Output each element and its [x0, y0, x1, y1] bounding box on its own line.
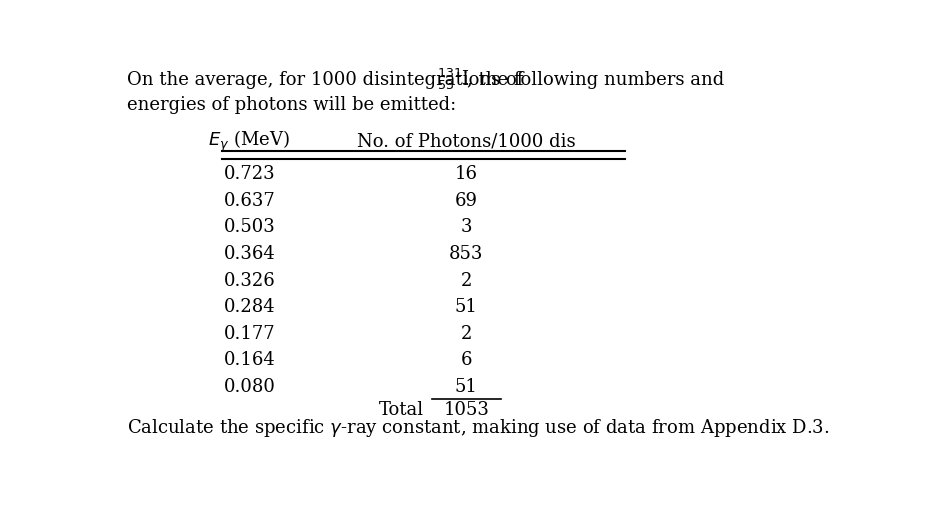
Text: 0.164: 0.164 [224, 350, 276, 369]
Text: 0.080: 0.080 [223, 377, 276, 395]
Text: 51: 51 [455, 297, 478, 316]
Text: 2: 2 [461, 271, 472, 289]
Text: 51: 51 [455, 377, 478, 395]
Text: Calculate the specific $\gamma$-ray constant, making use of data from Appendix D: Calculate the specific $\gamma$-ray cons… [127, 417, 829, 438]
Text: 6: 6 [461, 350, 472, 369]
Text: 0.284: 0.284 [224, 297, 275, 316]
Text: 0.503: 0.503 [224, 218, 276, 236]
Text: 0.326: 0.326 [224, 271, 276, 289]
Text: No. of Photons/1000 dis: No. of Photons/1000 dis [357, 132, 576, 150]
Text: 3: 3 [461, 218, 472, 236]
Text: 0.364: 0.364 [224, 244, 276, 263]
Text: Total: Total [378, 400, 423, 418]
Text: energies of photons will be emitted:: energies of photons will be emitted: [127, 96, 456, 114]
Text: 0.637: 0.637 [224, 191, 276, 210]
Text: On the average, for 1000 disintegrations of: On the average, for 1000 disintegrations… [127, 71, 529, 88]
Text: 16: 16 [455, 165, 478, 183]
Text: 2: 2 [461, 324, 472, 342]
Text: , the following numbers and: , the following numbers and [467, 71, 724, 88]
Text: 853: 853 [449, 244, 484, 263]
Text: 0.177: 0.177 [224, 324, 275, 342]
Text: 0.723: 0.723 [224, 165, 275, 183]
Text: 1053: 1053 [443, 400, 489, 418]
Text: $E_{\gamma}$ (MeV): $E_{\gamma}$ (MeV) [209, 129, 290, 154]
Text: 69: 69 [455, 191, 478, 210]
Text: $^{131}_{53}$I: $^{131}_{53}$I [438, 66, 470, 91]
